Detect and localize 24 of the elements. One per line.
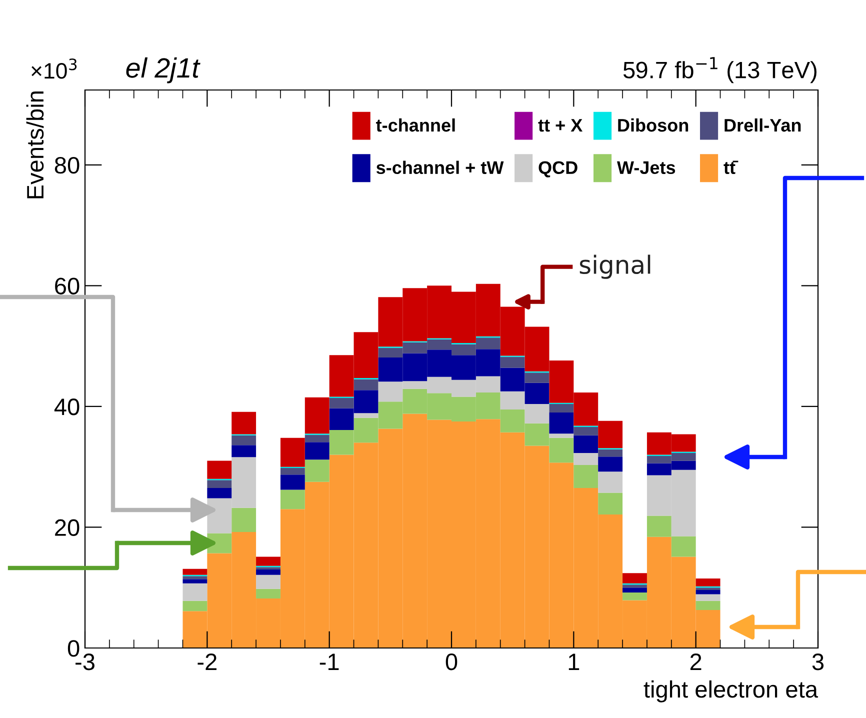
annotation: signal — [580, 254, 650, 279]
legend-label: Drell-Yan — [724, 118, 801, 132]
legend-label: t-channel — [376, 118, 455, 132]
text: ×10$^{3}$ — [32, 58, 77, 79]
chart-title: el 2j1t — [126, 57, 200, 84]
x-tick-label: -1 — [320, 654, 339, 670]
x-tick-label: 3 — [812, 653, 824, 670]
x-tick-label: 0 — [446, 653, 458, 670]
y-tick-label: 20 — [55, 519, 80, 536]
y-tick-label: 60 — [55, 278, 80, 294]
x-axis-title: tight electron eta — [644, 680, 818, 702]
legend-label: W-Jets — [616, 161, 676, 174]
legend-label: tt̄ — [724, 160, 738, 174]
legend-label: s-channel + tW — [376, 160, 504, 174]
legend-label: tt + X — [538, 119, 583, 132]
legend-label: QCD — [538, 161, 578, 178]
x-tick-label: -2 — [198, 653, 216, 670]
y-tick-label: 80 — [54, 156, 80, 174]
y-axis-title: Events/bin — [26, 92, 44, 198]
y-tick-label: 40 — [54, 398, 80, 416]
x-tick-label: 2 — [690, 653, 702, 670]
x-tick-label: 1 — [568, 654, 580, 670]
legend-label: Diboson — [618, 118, 688, 132]
chart-subtitle: 59.7 fb$^{−1}$ (13 TeV) — [623, 57, 816, 84]
